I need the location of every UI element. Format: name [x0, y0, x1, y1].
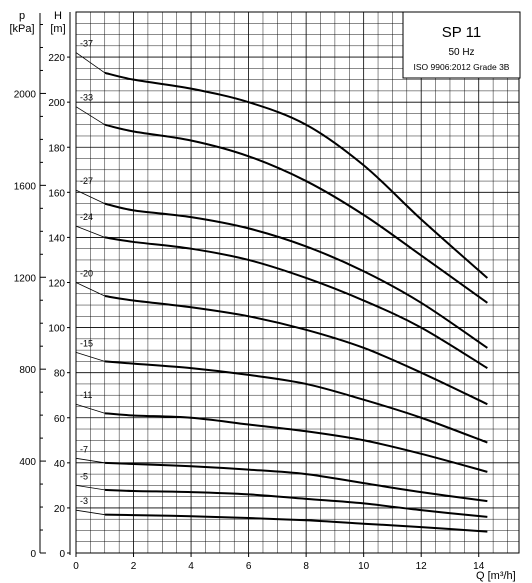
pump-curve-stage-11: -11	[75, 390, 488, 473]
curve-thick-segment	[104, 360, 488, 444]
p-axis-tick-label: 1200	[14, 273, 37, 284]
curve-label: -33	[80, 93, 93, 103]
curve-label: -11	[80, 390, 92, 400]
p-axis-unit: [kPa]	[9, 23, 34, 35]
h-axis-tick-label: 220	[48, 53, 65, 64]
curve-label: -5	[80, 471, 88, 481]
curve-thin-segment	[75, 484, 105, 491]
h-axis-symbol: H	[54, 10, 62, 22]
curve-thin-segment	[75, 403, 105, 414]
curve-label: -3	[80, 496, 88, 506]
p-axis-tick-label: 2000	[14, 89, 37, 100]
h-axis-tick-label: 140	[48, 233, 65, 244]
title-box: SP 11 50 Hz ISO 9906:2012 Grade 3B	[402, 11, 521, 79]
pump-curve-stage-3: -3	[75, 496, 488, 533]
h-axis-tick-label: 100	[48, 324, 65, 335]
curve-thin-segment	[75, 52, 106, 74]
curve-thick-segment	[104, 202, 488, 349]
curve-thick-segment	[104, 513, 488, 533]
h-axis-tick-label: 200	[48, 98, 65, 109]
curve-label: -20	[80, 269, 93, 279]
x-axis-tick-label: 4	[188, 561, 194, 572]
pump-curve-stage-15: -15	[75, 338, 488, 444]
curve-thin-segment	[75, 189, 105, 204]
x-axis-tick-label: 0	[73, 561, 79, 572]
curve-thin-segment	[75, 457, 105, 464]
pump-curve-stage-33: -33	[75, 93, 488, 304]
curve-thick-segment	[104, 488, 488, 518]
chart-subtitle-standard: ISO 9906:2012 Grade 3B	[414, 62, 510, 72]
pump-curve-stage-37: -37	[75, 39, 489, 279]
curve-thick-segment	[104, 461, 488, 503]
curve-thick-segment	[104, 71, 489, 279]
x-axis-tick-label: 10	[358, 561, 370, 572]
curve-thick-segment	[104, 295, 488, 406]
h-axis-tick-label: 40	[54, 459, 66, 470]
x-axis-tick-label: 6	[246, 561, 252, 572]
pump-curve-stage-24: -24	[75, 212, 488, 370]
h-axis-tick-label: 0	[59, 549, 65, 560]
h-axis-tick-label: 120	[48, 279, 65, 290]
h-axis: 0 20 40 60 80 100 120 140 160 180 200 220	[48, 12, 71, 560]
curve-label: -15	[80, 338, 93, 348]
x-axis: 0 2 4 6 8 10 12 14	[73, 553, 485, 572]
curve-thin-segment	[75, 225, 105, 238]
pump-curve-stage-27: -27	[75, 176, 488, 349]
h-axis-tick-label: 80	[54, 369, 66, 380]
pump-curve-stage-20: -20	[75, 269, 488, 406]
curve-thin-segment	[75, 509, 105, 516]
p-axis-tick-label: 800	[19, 365, 36, 376]
x-axis-tick-label: 14	[473, 561, 485, 572]
x-axis-tick-label: 12	[416, 561, 428, 572]
x-axis-title: Q [m³/h]	[476, 570, 516, 582]
chart-subtitle-frequency: 50 Hz	[448, 47, 474, 58]
curve-thick-segment	[104, 236, 488, 370]
curve-thick-segment	[104, 412, 488, 473]
h-axis-tick-label: 160	[48, 188, 65, 199]
curve-label: -27	[80, 176, 93, 186]
p-axis: 0 400 800 1200 1600 2000	[14, 13, 46, 560]
chart-grid	[75, 11, 520, 554]
curve-label: -37	[80, 39, 93, 49]
p-axis-tick-label: 0	[30, 549, 36, 560]
h-axis-tick-label: 60	[54, 414, 66, 425]
curve-thin-segment	[75, 282, 105, 297]
pump-curves: -37 -33 -27 -24 -20 -15 -11 -7 -5 -3	[75, 39, 489, 533]
p-axis-symbol: p	[19, 10, 25, 22]
h-axis-tick-label: 20	[54, 504, 66, 515]
p-axis-tick-label: 400	[19, 457, 36, 468]
h-axis-tick-label: 180	[48, 143, 65, 154]
chart-title: SP 11	[442, 24, 481, 41]
x-axis-tick-label: 8	[303, 561, 309, 572]
curve-thin-segment	[75, 351, 105, 362]
pump-curve-stage-7: -7	[75, 444, 488, 503]
pump-curve-stage-5: -5	[75, 471, 488, 518]
curve-thick-segment	[104, 123, 488, 304]
p-axis-tick-label: 1600	[14, 181, 37, 192]
h-axis-unit: [m]	[50, 23, 65, 35]
curve-label: -7	[80, 444, 88, 454]
curve-label: -24	[80, 212, 93, 222]
curve-thin-segment	[75, 106, 105, 126]
x-axis-tick-label: 2	[131, 561, 137, 572]
